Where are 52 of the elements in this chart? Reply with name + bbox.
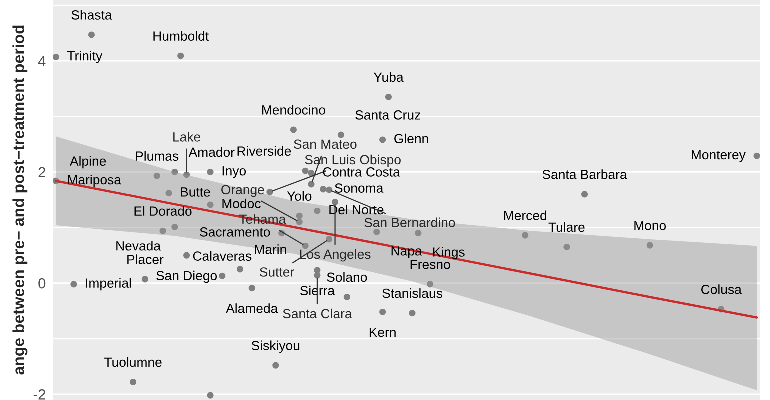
data-label: Trinity: [68, 51, 103, 64]
data-label: Colusa: [702, 284, 742, 294]
data-label: Humboldt: [154, 31, 209, 42]
data-label: San Diego: [156, 270, 218, 284]
data-label: Alameda: [226, 304, 278, 314]
data-label: Marin: [255, 244, 286, 254]
data-label: Mono: [634, 221, 666, 230]
data-label: Fresno: [410, 260, 450, 270]
data-label: Shasta: [72, 10, 112, 20]
data-label: Sacramento: [200, 228, 270, 237]
data-label: Kings: [433, 247, 465, 260]
y-tick-label: -2: [34, 390, 46, 400]
data-label: Stanislaus: [382, 288, 442, 298]
data-label: Sutter: [260, 268, 294, 277]
data-label: Orange: [222, 185, 264, 198]
data-label: El Dorado: [134, 206, 192, 216]
data-label: Inyo: [222, 166, 246, 178]
data-label: San Bernardino: [364, 218, 456, 228]
data-label: Lake: [174, 132, 200, 142]
data-label: Glenn: [394, 134, 428, 144]
data-label: Placer: [128, 254, 164, 264]
data-label: Amador: [188, 147, 235, 158]
data-label: Santa Cruz: [356, 110, 420, 120]
data-label: Nevada: [116, 241, 162, 251]
y-axis-title: ange between pre− and post−treatment period: [12, 26, 28, 375]
data-label: Yuba: [374, 72, 404, 82]
data-label: Napa: [392, 246, 422, 258]
data-label: San Mateo: [294, 140, 357, 150]
data-label: Plumas: [136, 151, 179, 162]
data-label: Sonoma: [335, 184, 384, 193]
data-label: Imperial: [86, 278, 132, 291]
data-label: Yolo: [287, 191, 312, 202]
data-label: Modoc: [222, 198, 261, 209]
data-label: Mendocino: [262, 105, 326, 115]
y-tick-label: 2: [38, 167, 46, 178]
y-tick-label: 4: [38, 56, 46, 66]
data-label: Solano: [327, 272, 368, 282]
data-label: Tulare: [548, 222, 585, 232]
data-label: Contra Costa: [323, 168, 400, 177]
y-tick-label: 0: [38, 278, 46, 289]
data-label: Merced: [504, 210, 547, 220]
data-label: Santa Barbara: [542, 170, 628, 180]
data-label: Kern: [370, 328, 396, 338]
data-label: Calaveras: [193, 251, 252, 262]
data-label: Butte: [181, 188, 210, 197]
data-label: Santa Clara: [283, 308, 352, 319]
data-label: Tuolumne: [104, 357, 162, 368]
data-label: Alpine: [70, 156, 106, 169]
data-label: Siskiyou: [252, 340, 300, 354]
data-label: Riverside: [238, 146, 292, 156]
data-label: Mariposa: [68, 174, 122, 188]
data-label: Monterey: [692, 150, 746, 162]
